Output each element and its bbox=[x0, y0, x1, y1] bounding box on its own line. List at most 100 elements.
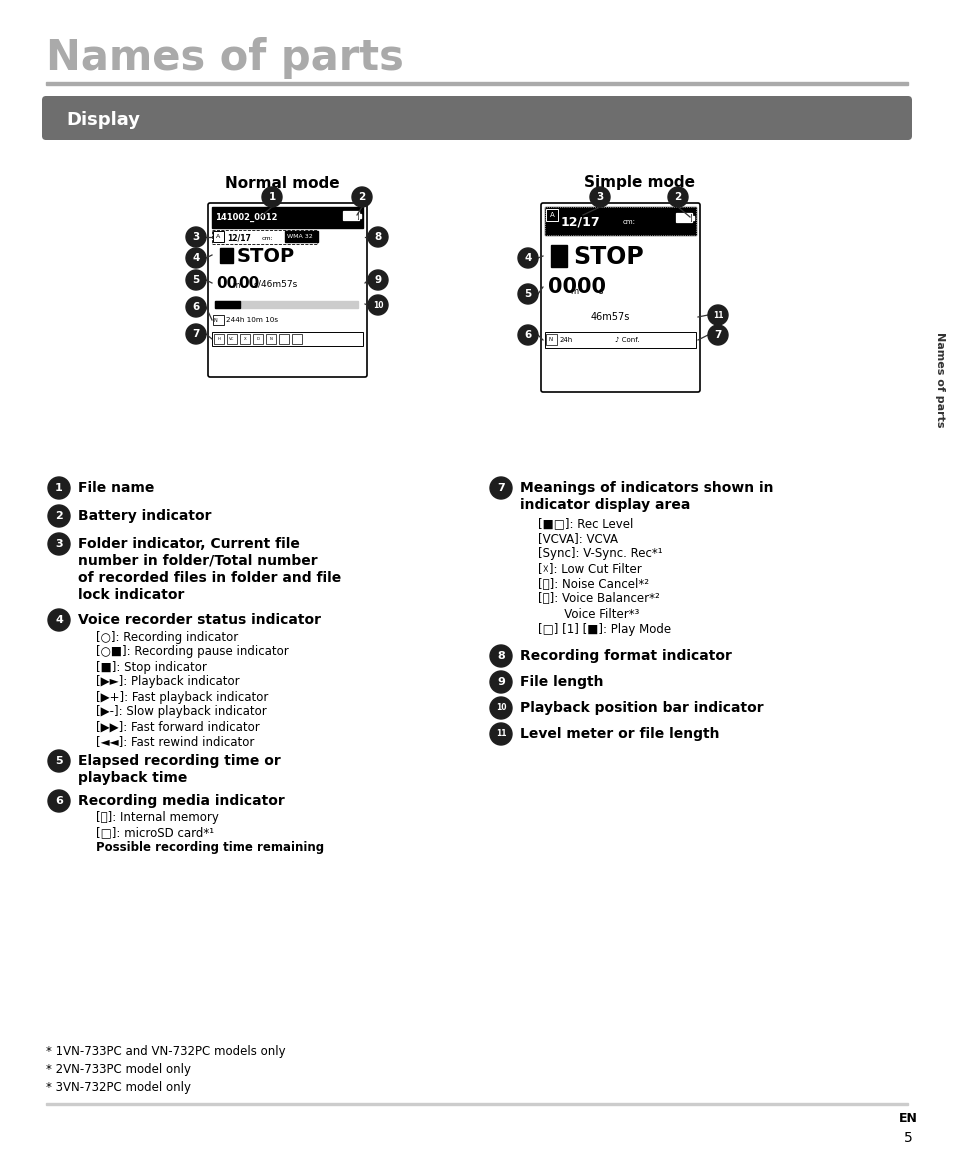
Text: 1: 1 bbox=[268, 192, 275, 201]
Bar bbox=[676, 213, 691, 222]
Bar bbox=[292, 334, 302, 344]
Text: [Ⓝ]: Noise Cancel*²: [Ⓝ]: Noise Cancel*² bbox=[537, 578, 648, 591]
Text: cm:: cm: bbox=[622, 219, 636, 225]
Text: N: N bbox=[548, 337, 553, 342]
Text: Elapsed recording time or: Elapsed recording time or bbox=[78, 754, 280, 768]
Bar bbox=[544, 207, 696, 235]
Circle shape bbox=[368, 295, 388, 315]
Text: N: N bbox=[270, 337, 273, 340]
Circle shape bbox=[490, 697, 512, 719]
Text: * 1VN-733PC and VN-732PC models only: * 1VN-733PC and VN-732PC models only bbox=[46, 1046, 285, 1058]
Text: 4: 4 bbox=[524, 252, 531, 263]
Text: STOP: STOP bbox=[573, 245, 643, 269]
Text: Possible recording time remaining: Possible recording time remaining bbox=[96, 842, 324, 855]
Text: /46m57s: /46m57s bbox=[257, 279, 297, 288]
Circle shape bbox=[707, 325, 727, 345]
Text: Voice Filter*³: Voice Filter*³ bbox=[537, 608, 639, 621]
Text: 3: 3 bbox=[596, 192, 603, 201]
Text: [○■]: Recording pause indicator: [○■]: Recording pause indicator bbox=[96, 645, 289, 659]
Text: [▶+]: Fast playback indicator: [▶+]: Fast playback indicator bbox=[96, 690, 268, 704]
Text: [☓]: Low Cut Filter: [☓]: Low Cut Filter bbox=[537, 563, 641, 576]
Text: Level meter or file length: Level meter or file length bbox=[519, 727, 719, 741]
Bar bbox=[46, 1104, 907, 1105]
Text: 7: 7 bbox=[193, 329, 199, 339]
Text: 3: 3 bbox=[193, 232, 199, 242]
Text: 46m57s: 46m57s bbox=[590, 312, 630, 322]
Bar bbox=[214, 301, 357, 308]
Text: of recorded files in folder and file: of recorded files in folder and file bbox=[78, 571, 341, 585]
Bar bbox=[358, 213, 361, 218]
Text: lock indicator: lock indicator bbox=[78, 588, 184, 602]
Bar bbox=[551, 245, 566, 267]
Circle shape bbox=[589, 186, 609, 207]
Text: [□]: microSD card*¹: [□]: microSD card*¹ bbox=[96, 827, 213, 840]
FancyBboxPatch shape bbox=[540, 203, 700, 393]
Text: 2: 2 bbox=[674, 192, 680, 201]
Bar bbox=[544, 332, 696, 349]
Bar bbox=[278, 334, 289, 344]
Bar bbox=[213, 315, 224, 325]
Circle shape bbox=[48, 505, 70, 527]
Bar bbox=[227, 334, 236, 344]
Text: Meanings of indicators shown in: Meanings of indicators shown in bbox=[519, 481, 773, 494]
Text: [Sync]: V-Sync. Rec*¹: [Sync]: V-Sync. Rec*¹ bbox=[537, 548, 662, 560]
Text: Recording format indicator: Recording format indicator bbox=[519, 648, 731, 664]
Text: H: H bbox=[217, 337, 220, 340]
Text: Folder indicator, Current file: Folder indicator, Current file bbox=[78, 537, 299, 551]
Text: Playback position bar indicator: Playback position bar indicator bbox=[519, 701, 762, 714]
Text: 3: 3 bbox=[55, 538, 63, 549]
Text: 5: 5 bbox=[55, 756, 63, 765]
Text: * 2VN-733PC model only: * 2VN-733PC model only bbox=[46, 1063, 191, 1077]
Circle shape bbox=[48, 750, 70, 772]
Bar bbox=[212, 230, 316, 244]
Text: ♪ Conf.: ♪ Conf. bbox=[615, 337, 639, 343]
Text: s: s bbox=[598, 287, 602, 296]
Circle shape bbox=[48, 477, 70, 499]
Text: [□] [1] [■]: Play Mode: [□] [1] [■]: Play Mode bbox=[537, 623, 670, 636]
Circle shape bbox=[186, 248, 206, 267]
Text: Normal mode: Normal mode bbox=[225, 176, 339, 191]
Text: playback time: playback time bbox=[78, 771, 187, 785]
Bar bbox=[266, 334, 275, 344]
FancyBboxPatch shape bbox=[208, 203, 367, 378]
Text: 1: 1 bbox=[55, 483, 63, 493]
Text: [■□]: Rec Level: [■□]: Rec Level bbox=[537, 518, 633, 530]
Text: A: A bbox=[215, 235, 220, 240]
Text: [▶-]: Slow playback indicator: [▶-]: Slow playback indicator bbox=[96, 705, 267, 718]
Text: 00: 00 bbox=[547, 277, 577, 296]
Text: [■]: Stop indicator: [■]: Stop indicator bbox=[96, 660, 207, 674]
Circle shape bbox=[186, 296, 206, 317]
Circle shape bbox=[48, 533, 70, 555]
Bar bbox=[544, 207, 696, 235]
Bar bbox=[220, 248, 233, 263]
Circle shape bbox=[490, 670, 512, 692]
Bar bbox=[677, 214, 689, 221]
Circle shape bbox=[186, 324, 206, 344]
Text: 11: 11 bbox=[496, 730, 506, 739]
Text: [▶▶]: Fast forward indicator: [▶▶]: Fast forward indicator bbox=[96, 720, 259, 733]
Text: 12/17: 12/17 bbox=[227, 234, 251, 242]
Text: 141002_0012: 141002_0012 bbox=[214, 213, 277, 222]
Text: 7: 7 bbox=[714, 330, 720, 340]
Text: 9: 9 bbox=[497, 677, 504, 687]
Text: 8: 8 bbox=[374, 232, 381, 242]
Text: 4: 4 bbox=[193, 252, 199, 263]
Circle shape bbox=[490, 477, 512, 499]
Text: Display: Display bbox=[66, 111, 140, 129]
Circle shape bbox=[48, 609, 70, 631]
Text: File length: File length bbox=[519, 675, 603, 689]
Text: 10: 10 bbox=[496, 704, 506, 712]
Circle shape bbox=[262, 186, 282, 207]
Text: indicator display area: indicator display area bbox=[519, 498, 690, 512]
Text: X: X bbox=[243, 337, 246, 340]
Text: File name: File name bbox=[78, 481, 154, 494]
Circle shape bbox=[186, 270, 206, 290]
Text: VC: VC bbox=[229, 337, 234, 340]
Text: [○]: Recording indicator: [○]: Recording indicator bbox=[96, 630, 238, 644]
Circle shape bbox=[48, 790, 70, 812]
Circle shape bbox=[368, 270, 388, 290]
Text: N: N bbox=[213, 317, 217, 322]
Text: 5: 5 bbox=[524, 290, 531, 299]
Text: Battery indicator: Battery indicator bbox=[78, 510, 212, 523]
Text: [◄◄]: Fast rewind indicator: [◄◄]: Fast rewind indicator bbox=[96, 735, 254, 748]
